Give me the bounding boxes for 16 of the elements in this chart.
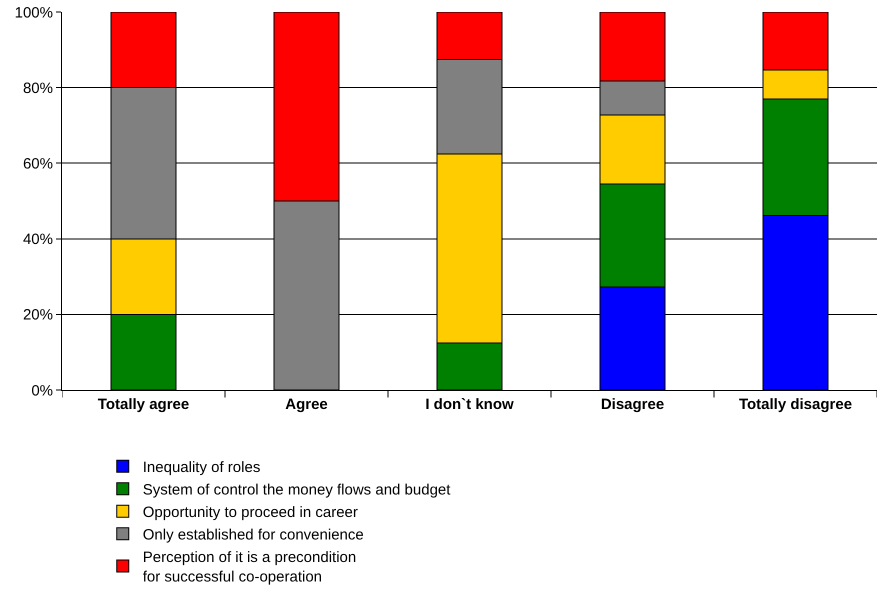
y-tick-label: 40%	[22, 231, 53, 248]
y-tick-label: 20%	[22, 306, 53, 324]
legend-label: System of control the money flows and budget	[142, 482, 452, 499]
y-tick-label: 100%	[14, 4, 53, 22]
legend-label: Opportunity to proceed in career	[142, 504, 358, 522]
legend-label: Inequality of roles	[142, 459, 260, 476]
x-tick-label: Totally disagree	[738, 396, 852, 413]
x-tick-label: Agree	[285, 396, 328, 413]
x-tick-label: Disagree	[600, 396, 664, 413]
x-tick-label: Totally agree	[98, 396, 190, 413]
y-tick-label: 80%	[22, 80, 53, 97]
legend-label: Only established for convenience	[142, 526, 364, 544]
x-tick-label: I don`t know	[425, 396, 514, 413]
y-tick-label: 60%	[22, 155, 53, 172]
legend-label: Perception of it is a precondition for successful co-operation	[142, 549, 356, 586]
y-tick-label: 0%	[31, 382, 53, 400]
